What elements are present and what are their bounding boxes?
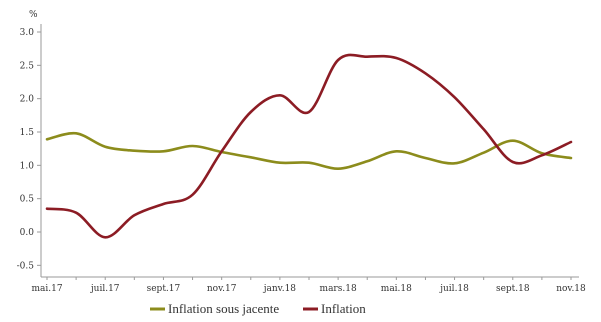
x-tick-label: mars.18 (320, 284, 357, 294)
x-axis-ticks: mai.17 juil.17 sept.17 nov.17 janv.18 mars.18… (31, 277, 586, 294)
y-tick-label: 0.5 (20, 195, 35, 205)
legend-label-inflation-sous-jacente: Inflation sous jacente (168, 301, 279, 316)
series-line-inflation-sous-jacente (45, 131, 573, 171)
x-tick-label: sept.18 (496, 284, 530, 294)
x-tick-label: janv.18 (263, 284, 297, 294)
x-tick-label: mai.18 (381, 284, 412, 294)
y-tick-label: 2.5 (20, 61, 35, 71)
y-tick-label: 1.0 (20, 161, 35, 171)
y-tick-label: -0.5 (17, 261, 35, 271)
y-tick-label: 0.0 (20, 228, 35, 238)
x-tick-label: juil.17 (90, 284, 120, 294)
series-lines (45, 53, 573, 239)
y-tick-label: 2.0 (20, 95, 35, 105)
x-tick-label: mai.17 (31, 284, 62, 294)
legend: Inflation sous jacente Inflation (150, 301, 366, 316)
x-tick-label: juil.18 (439, 284, 469, 294)
x-tick-label: nov.18 (556, 284, 586, 294)
y-axis-ticks: 3.0 2.5 2.0 1.5 1.0 0.5 0.0 -0.5 (17, 28, 41, 271)
y-tick-label: 3.0 (20, 28, 35, 38)
legend-label-inflation: Inflation (321, 301, 366, 316)
x-tick-label: nov.17 (207, 284, 237, 294)
x-tick-label: sept.17 (147, 284, 181, 294)
series-line-inflation (45, 53, 573, 239)
y-axis-unit-label: % (29, 10, 38, 20)
y-tick-label: 1.5 (20, 128, 35, 138)
